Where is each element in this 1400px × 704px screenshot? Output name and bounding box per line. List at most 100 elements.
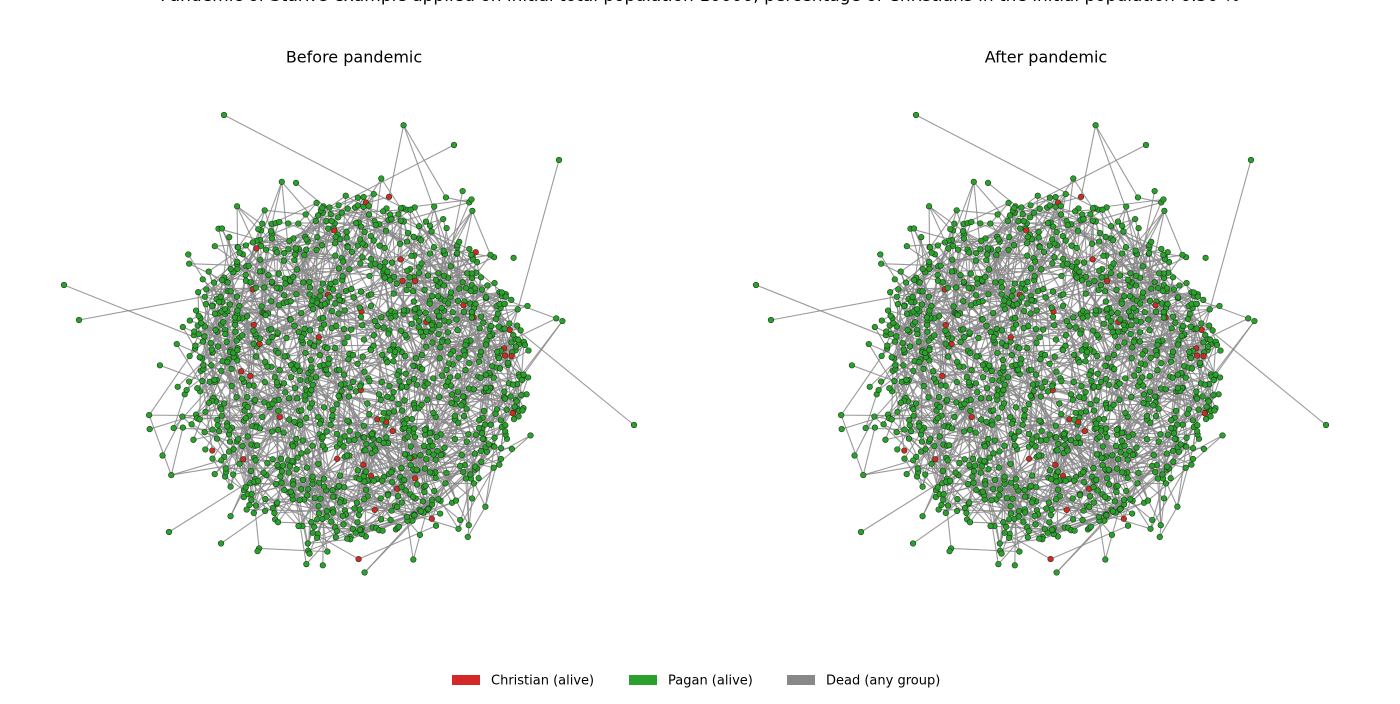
node [448, 352, 454, 358]
node [218, 458, 224, 464]
node [556, 157, 562, 163]
node [261, 285, 267, 291]
node [357, 384, 363, 390]
node [439, 339, 445, 345]
node [343, 193, 349, 199]
node [439, 305, 445, 311]
node [457, 463, 463, 469]
node [391, 342, 397, 348]
node [336, 266, 342, 272]
node [246, 383, 252, 389]
node [437, 322, 443, 328]
node [334, 528, 340, 534]
node [560, 318, 566, 324]
node [296, 221, 302, 227]
edge [259, 548, 327, 551]
node [466, 431, 472, 437]
node [498, 456, 504, 462]
node [334, 456, 340, 462]
node [385, 394, 391, 400]
node [480, 436, 486, 442]
node [203, 409, 209, 415]
node [410, 289, 416, 295]
node [218, 541, 224, 547]
node [274, 250, 280, 256]
node [213, 327, 219, 333]
node [318, 288, 324, 294]
node [209, 303, 215, 309]
node [221, 112, 227, 118]
node [504, 407, 510, 413]
node [234, 294, 240, 300]
node [391, 359, 397, 365]
node [493, 316, 499, 322]
node [502, 353, 508, 359]
node [276, 271, 282, 277]
node [248, 468, 254, 474]
node [493, 411, 499, 417]
node [290, 274, 296, 280]
node [385, 360, 391, 366]
node [376, 391, 382, 397]
node [278, 456, 284, 462]
node [396, 401, 402, 407]
node [350, 352, 356, 358]
node [341, 484, 347, 490]
node [233, 329, 239, 335]
node [147, 426, 153, 432]
node [244, 394, 250, 400]
node [219, 226, 225, 232]
node [298, 422, 304, 428]
node [526, 348, 532, 354]
edge [1081, 125, 1096, 197]
node [328, 211, 334, 217]
node [341, 522, 347, 528]
node [251, 322, 257, 328]
edge [300, 500, 361, 530]
node [260, 414, 266, 420]
node [451, 142, 457, 148]
node [425, 397, 431, 403]
node [357, 305, 363, 311]
node [436, 270, 442, 276]
node [273, 481, 279, 487]
node [309, 387, 315, 393]
node [358, 224, 364, 230]
node [373, 448, 379, 454]
node [498, 418, 504, 424]
node [521, 372, 527, 378]
node [462, 353, 468, 359]
node [446, 361, 452, 367]
edge [892, 371, 893, 419]
node [263, 496, 269, 502]
node [363, 469, 369, 475]
node [405, 434, 411, 440]
node [310, 382, 316, 388]
node [481, 320, 487, 326]
node [404, 239, 410, 245]
node [380, 209, 386, 215]
node [275, 427, 281, 433]
node [464, 439, 470, 445]
node [427, 251, 433, 257]
node [502, 301, 508, 307]
node [249, 491, 255, 497]
node [492, 444, 498, 450]
node [373, 222, 379, 228]
node [405, 230, 411, 236]
node [296, 329, 302, 335]
node [277, 367, 283, 373]
node [502, 326, 508, 332]
node [281, 250, 287, 256]
node [307, 285, 313, 291]
node [412, 512, 418, 518]
edges [756, 115, 1326, 572]
node [389, 508, 395, 514]
node [435, 293, 441, 299]
node [287, 238, 293, 244]
node [270, 429, 276, 435]
node [414, 382, 420, 388]
node [282, 354, 288, 360]
edge [923, 490, 936, 516]
node [221, 401, 227, 407]
